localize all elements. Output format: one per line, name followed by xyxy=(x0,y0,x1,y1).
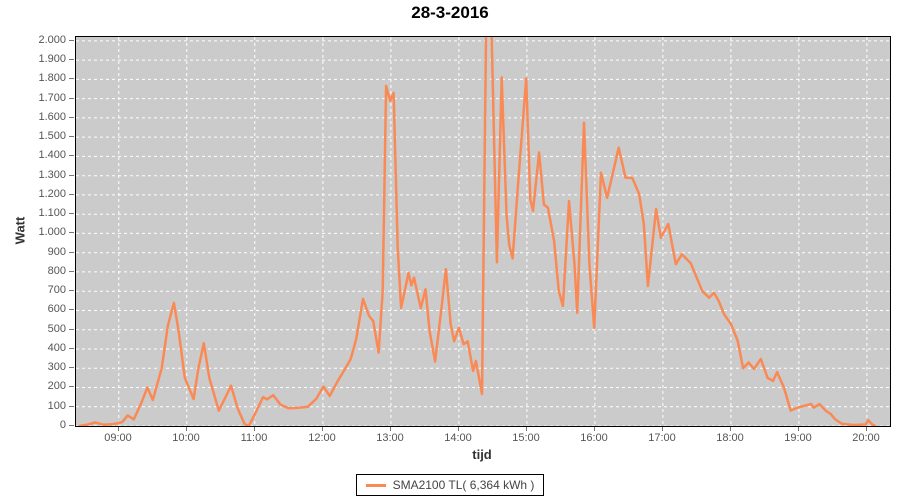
x-tick-mark xyxy=(118,427,119,431)
x-tick-label: 12:00 xyxy=(308,432,336,444)
y-tick-mark xyxy=(69,213,74,214)
y-tick-mark xyxy=(69,309,74,310)
legend-box: SMA2100 TL( 6,364 kWh ) xyxy=(355,474,545,496)
y-tick-label: 1.500 xyxy=(38,130,66,142)
x-tick-mark xyxy=(390,427,391,431)
y-tick-label: 1.900 xyxy=(38,53,66,65)
y-tick-label: 700 xyxy=(47,284,66,296)
y-tick-label: 1.100 xyxy=(38,207,66,219)
x-tick-label: 09:00 xyxy=(104,432,132,444)
y-tick-mark xyxy=(69,136,74,137)
y-tick-label: 400 xyxy=(47,342,66,354)
y-tick-mark xyxy=(69,290,74,291)
legend-line-swatch xyxy=(365,483,386,487)
x-tick-mark xyxy=(186,427,187,431)
y-tick-label: 1.300 xyxy=(38,169,66,181)
y-tick-label: 1.400 xyxy=(38,149,66,161)
y-tick-mark xyxy=(69,232,74,233)
y-tick-mark xyxy=(69,78,74,79)
plot-area xyxy=(75,36,891,427)
y-tick-mark xyxy=(69,98,74,99)
y-tick-label: 1.800 xyxy=(38,72,66,84)
y-tick-mark xyxy=(69,271,74,272)
y-tick-label: 900 xyxy=(47,246,66,258)
y-tick-mark xyxy=(69,386,74,387)
x-tick-mark xyxy=(594,427,595,431)
y-tick-mark xyxy=(69,367,74,368)
x-tick-label: 13:00 xyxy=(376,432,404,444)
legend: SMA2100 TL( 6,364 kWh ) xyxy=(0,474,900,496)
y-tick-label: 100 xyxy=(47,400,66,412)
power-series-line xyxy=(78,37,877,426)
y-tick-mark xyxy=(69,252,74,253)
y-tick-label: 300 xyxy=(47,361,66,373)
x-tick-mark xyxy=(730,427,731,431)
x-tick-label: 20:00 xyxy=(852,432,880,444)
x-tick-mark xyxy=(798,427,799,431)
y-tick-label: 200 xyxy=(47,380,66,392)
x-tick-label: 16:00 xyxy=(580,432,608,444)
y-tick-mark xyxy=(69,59,74,60)
x-tick-label: 15:00 xyxy=(512,432,540,444)
x-tick-mark xyxy=(254,427,255,431)
y-tick-mark xyxy=(69,117,74,118)
y-tick-mark xyxy=(69,329,74,330)
legend-label: SMA2100 TL( 6,364 kWh ) xyxy=(392,478,535,492)
y-tick-mark xyxy=(69,175,74,176)
y-tick-label: 1.600 xyxy=(38,111,66,123)
y-tick-mark xyxy=(69,40,74,41)
x-tick-mark xyxy=(458,427,459,431)
x-tick-label: 14:00 xyxy=(444,432,472,444)
y-tick-label: 1.200 xyxy=(38,188,66,200)
y-tick-mark xyxy=(69,155,74,156)
y-tick-label: 0 xyxy=(59,419,66,431)
y-tick-mark xyxy=(69,348,74,349)
y-tick-mark xyxy=(69,406,74,407)
chart-title: 28-3-2016 xyxy=(411,3,489,22)
y-tick-label: 1.000 xyxy=(38,226,66,238)
x-tick-mark xyxy=(866,427,867,431)
y-tick-label: 1.700 xyxy=(38,92,66,104)
x-axis-title: tijd xyxy=(472,447,492,462)
power-series-plot xyxy=(76,37,890,426)
x-tick-label: 19:00 xyxy=(784,432,812,444)
y-tick-label: 600 xyxy=(47,303,66,315)
y-tick-mark xyxy=(69,425,74,426)
x-tick-label: 10:00 xyxy=(172,432,200,444)
x-tick-mark xyxy=(322,427,323,431)
y-tick-label: 800 xyxy=(47,265,66,277)
x-tick-label: 18:00 xyxy=(716,432,744,444)
y-tick-label: 2.000 xyxy=(38,34,66,46)
x-tick-mark xyxy=(662,427,663,431)
y-tick-label: 500 xyxy=(47,323,66,335)
x-tick-label: 11:00 xyxy=(240,432,268,444)
y-tick-mark xyxy=(69,194,74,195)
x-tick-mark xyxy=(526,427,527,431)
x-tick-label: 17:00 xyxy=(648,432,676,444)
